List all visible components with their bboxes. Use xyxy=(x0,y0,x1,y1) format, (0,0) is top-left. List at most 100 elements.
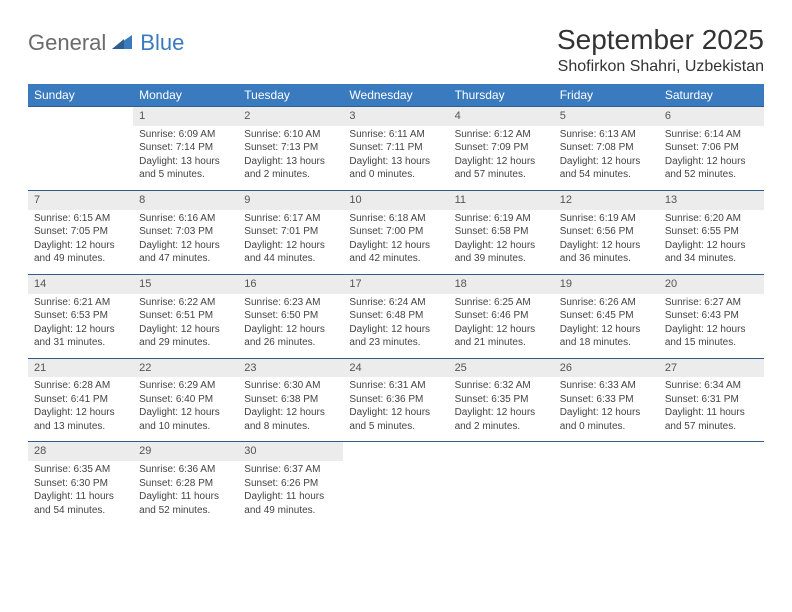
sunset-text: Sunset: 6:45 PM xyxy=(560,309,653,323)
day-info-cell: Sunrise: 6:34 AMSunset: 6:31 PMDaylight:… xyxy=(659,377,764,442)
logo: General Blue xyxy=(28,24,184,56)
day-info-cell: Sunrise: 6:24 AMSunset: 6:48 PMDaylight:… xyxy=(343,294,448,359)
sunset-text: Sunset: 6:55 PM xyxy=(665,225,758,239)
sunset-text: Sunset: 6:56 PM xyxy=(560,225,653,239)
daylight-text-1: Daylight: 12 hours xyxy=(560,155,653,169)
sunrise-text: Sunrise: 6:11 AM xyxy=(349,128,442,142)
daylight-text-1: Daylight: 11 hours xyxy=(34,490,127,504)
day-number-cell xyxy=(449,442,554,461)
daylight-text-1: Daylight: 13 hours xyxy=(139,155,232,169)
day-info-cell: Sunrise: 6:22 AMSunset: 6:51 PMDaylight:… xyxy=(133,294,238,359)
day-info-cell: Sunrise: 6:33 AMSunset: 6:33 PMDaylight:… xyxy=(554,377,659,442)
day-number-cell: 29 xyxy=(133,442,238,461)
daylight-text-1: Daylight: 12 hours xyxy=(455,239,548,253)
day-info-cell: Sunrise: 6:18 AMSunset: 7:00 PMDaylight:… xyxy=(343,210,448,275)
sunrise-text: Sunrise: 6:19 AM xyxy=(560,212,653,226)
daylight-text-1: Daylight: 12 hours xyxy=(665,323,758,337)
sunset-text: Sunset: 6:35 PM xyxy=(455,393,548,407)
daylight-text-1: Daylight: 12 hours xyxy=(665,239,758,253)
daylight-text-2: and 47 minutes. xyxy=(139,252,232,266)
daynum-row: 21222324252627 xyxy=(28,358,764,377)
day-number-cell: 20 xyxy=(659,274,764,293)
day-info-cell: Sunrise: 6:27 AMSunset: 6:43 PMDaylight:… xyxy=(659,294,764,359)
daylight-text-2: and 34 minutes. xyxy=(665,252,758,266)
day-number-cell: 28 xyxy=(28,442,133,461)
sunrise-text: Sunrise: 6:37 AM xyxy=(244,463,337,477)
sunrise-text: Sunrise: 6:36 AM xyxy=(139,463,232,477)
day-info-cell: Sunrise: 6:36 AMSunset: 6:28 PMDaylight:… xyxy=(133,461,238,525)
weekday-header: Monday xyxy=(133,84,238,107)
sunrise-text: Sunrise: 6:25 AM xyxy=(455,296,548,310)
daylight-text-2: and 10 minutes. xyxy=(139,420,232,434)
sunrise-text: Sunrise: 6:23 AM xyxy=(244,296,337,310)
sunset-text: Sunset: 6:28 PM xyxy=(139,477,232,491)
sunrise-text: Sunrise: 6:30 AM xyxy=(244,379,337,393)
info-row: Sunrise: 6:21 AMSunset: 6:53 PMDaylight:… xyxy=(28,294,764,359)
daylight-text-1: Daylight: 12 hours xyxy=(560,239,653,253)
daylight-text-2: and 2 minutes. xyxy=(244,168,337,182)
day-number-cell: 11 xyxy=(449,190,554,209)
daylight-text-1: Daylight: 12 hours xyxy=(560,406,653,420)
daylight-text-2: and 5 minutes. xyxy=(349,420,442,434)
day-info-cell: Sunrise: 6:37 AMSunset: 6:26 PMDaylight:… xyxy=(238,461,343,525)
day-number-cell: 16 xyxy=(238,274,343,293)
sunset-text: Sunset: 6:30 PM xyxy=(34,477,127,491)
day-number-cell: 4 xyxy=(449,107,554,126)
sunrise-text: Sunrise: 6:29 AM xyxy=(139,379,232,393)
sunset-text: Sunset: 7:00 PM xyxy=(349,225,442,239)
daylight-text-1: Daylight: 12 hours xyxy=(139,239,232,253)
sunset-text: Sunset: 6:58 PM xyxy=(455,225,548,239)
daylight-text-2: and 0 minutes. xyxy=(560,420,653,434)
day-info-cell: Sunrise: 6:16 AMSunset: 7:03 PMDaylight:… xyxy=(133,210,238,275)
day-info-cell: Sunrise: 6:13 AMSunset: 7:08 PMDaylight:… xyxy=(554,126,659,191)
sunrise-text: Sunrise: 6:20 AM xyxy=(665,212,758,226)
sunset-text: Sunset: 7:14 PM xyxy=(139,141,232,155)
sunrise-text: Sunrise: 6:09 AM xyxy=(139,128,232,142)
daylight-text-2: and 54 minutes. xyxy=(34,504,127,518)
daylight-text-2: and 57 minutes. xyxy=(665,420,758,434)
daylight-text-1: Daylight: 12 hours xyxy=(665,155,758,169)
daylight-text-1: Daylight: 11 hours xyxy=(244,490,337,504)
daylight-text-2: and 5 minutes. xyxy=(139,168,232,182)
day-info-cell xyxy=(659,461,764,525)
sunrise-text: Sunrise: 6:28 AM xyxy=(34,379,127,393)
sunset-text: Sunset: 6:50 PM xyxy=(244,309,337,323)
day-number-cell: 13 xyxy=(659,190,764,209)
day-info-cell: Sunrise: 6:35 AMSunset: 6:30 PMDaylight:… xyxy=(28,461,133,525)
day-info-cell: Sunrise: 6:11 AMSunset: 7:11 PMDaylight:… xyxy=(343,126,448,191)
daylight-text-1: Daylight: 12 hours xyxy=(349,323,442,337)
daylight-text-1: Daylight: 12 hours xyxy=(244,323,337,337)
sunrise-text: Sunrise: 6:17 AM xyxy=(244,212,337,226)
day-number-cell: 12 xyxy=(554,190,659,209)
sunset-text: Sunset: 7:03 PM xyxy=(139,225,232,239)
sunset-text: Sunset: 6:36 PM xyxy=(349,393,442,407)
daylight-text-2: and 54 minutes. xyxy=(560,168,653,182)
day-number-cell: 1 xyxy=(133,107,238,126)
sunset-text: Sunset: 6:51 PM xyxy=(139,309,232,323)
daylight-text-1: Daylight: 12 hours xyxy=(34,239,127,253)
daylight-text-2: and 13 minutes. xyxy=(34,420,127,434)
sunset-text: Sunset: 7:13 PM xyxy=(244,141,337,155)
daylight-text-2: and 36 minutes. xyxy=(560,252,653,266)
calendar-table: SundayMondayTuesdayWednesdayThursdayFrid… xyxy=(28,84,764,525)
sunrise-text: Sunrise: 6:31 AM xyxy=(349,379,442,393)
sunrise-text: Sunrise: 6:19 AM xyxy=(455,212,548,226)
day-info-cell: Sunrise: 6:26 AMSunset: 6:45 PMDaylight:… xyxy=(554,294,659,359)
day-number-cell: 30 xyxy=(238,442,343,461)
logo-text-general: General xyxy=(28,30,106,56)
daylight-text-2: and 0 minutes. xyxy=(349,168,442,182)
daylight-text-1: Daylight: 13 hours xyxy=(349,155,442,169)
sunrise-text: Sunrise: 6:14 AM xyxy=(665,128,758,142)
day-number-cell: 27 xyxy=(659,358,764,377)
day-info-cell: Sunrise: 6:29 AMSunset: 6:40 PMDaylight:… xyxy=(133,377,238,442)
sunset-text: Sunset: 7:05 PM xyxy=(34,225,127,239)
sunrise-text: Sunrise: 6:24 AM xyxy=(349,296,442,310)
daynum-row: 78910111213 xyxy=(28,190,764,209)
daylight-text-2: and 39 minutes. xyxy=(455,252,548,266)
daylight-text-2: and 8 minutes. xyxy=(244,420,337,434)
daylight-text-2: and 52 minutes. xyxy=(665,168,758,182)
day-info-cell: Sunrise: 6:12 AMSunset: 7:09 PMDaylight:… xyxy=(449,126,554,191)
weekday-header: Thursday xyxy=(449,84,554,107)
daynum-row: 14151617181920 xyxy=(28,274,764,293)
day-number-cell: 10 xyxy=(343,190,448,209)
